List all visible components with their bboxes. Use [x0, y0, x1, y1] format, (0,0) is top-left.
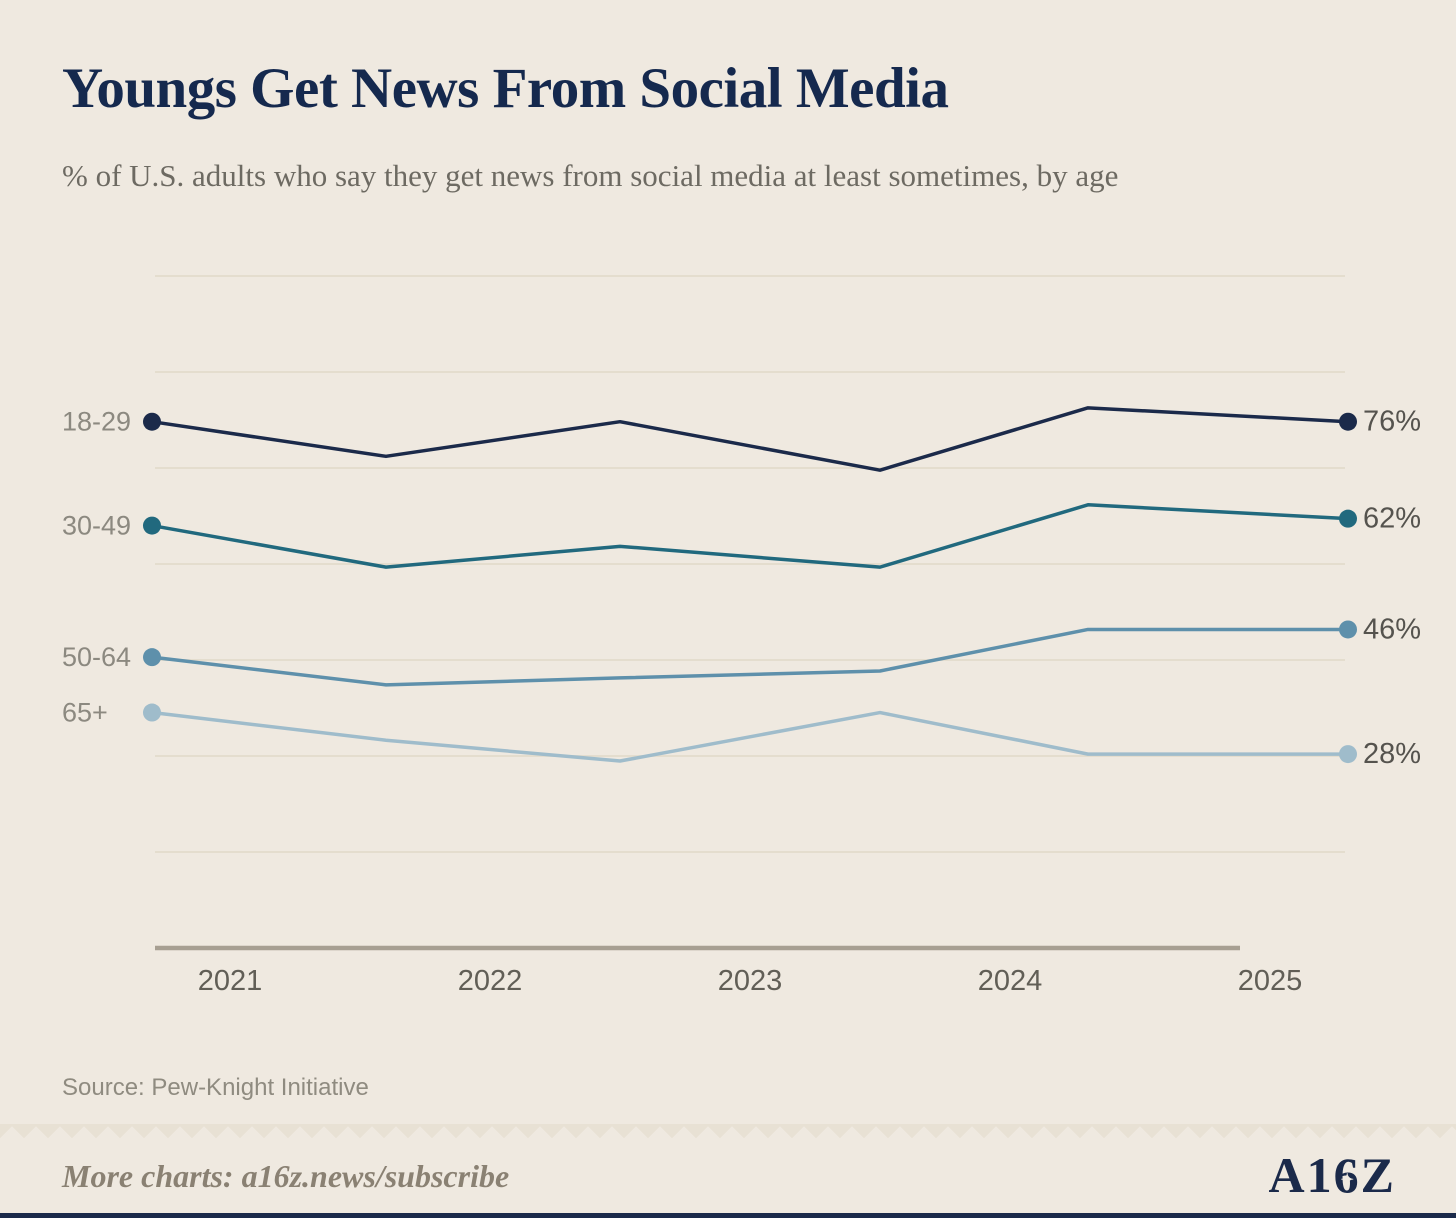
series-end-value: 46% [1363, 613, 1421, 645]
series-label: 50-64 [62, 642, 131, 672]
series-end-dot [1339, 620, 1357, 639]
series-start-dot [143, 412, 161, 431]
logo-a1: A1 [1268, 1147, 1334, 1203]
series-line-18-29 [150, 406, 1350, 472]
series-end-value: 28% [1363, 738, 1421, 770]
series-line-30-49 [150, 503, 1350, 569]
series-end-value: 62% [1363, 503, 1421, 535]
series-line-65+ [150, 710, 1350, 763]
x-tick-label: 2022 [458, 965, 523, 997]
series-line-50-64 [150, 627, 1350, 687]
series-end-dot [1339, 412, 1357, 431]
series-label: 18-29 [62, 407, 131, 437]
bottom-border [0, 1213, 1456, 1218]
source-note: Source: Pew-Knight Initiative [62, 1074, 369, 1101]
compass-star-icon: ✦ [1340, 1171, 1354, 1189]
chart-subtitle: % of U.S. adults who say they get news f… [62, 158, 1119, 193]
series-end-dot [1339, 509, 1357, 528]
logo-z: Z [1360, 1147, 1396, 1203]
series-start-dot [143, 703, 161, 722]
x-tick-label: 2024 [978, 965, 1043, 997]
x-tick-label: 2021 [198, 965, 263, 997]
decorative-border-pattern [0, 1124, 1456, 1150]
series-end-dot [1339, 745, 1357, 764]
logo-six: 6 ✦ [1334, 1146, 1361, 1204]
chart-title: Youngs Get News From Social Media [62, 57, 949, 120]
x-tick-label: 2023 [718, 965, 783, 997]
series-end-value: 76% [1363, 406, 1421, 438]
series-start-dot [143, 648, 161, 667]
logo-six-digit: 6 [1333, 1147, 1361, 1203]
series-start-dot [143, 516, 161, 535]
x-tick-label: 2025 [1238, 965, 1303, 997]
a16z-logo: A16 ✦ Z [1269, 1146, 1396, 1204]
subscribe-link[interactable]: More charts: a16z.news/subscribe [62, 1158, 510, 1194]
series-label: 65+ [62, 698, 108, 728]
series-label: 30-49 [62, 511, 131, 541]
